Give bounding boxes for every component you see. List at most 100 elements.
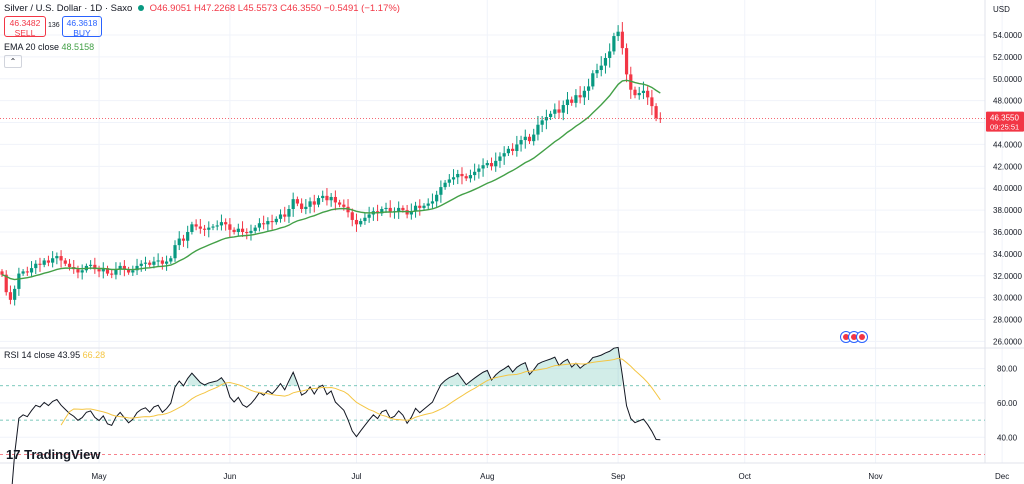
candle-body xyxy=(489,163,494,167)
ema-line xyxy=(1,79,661,281)
candle-body xyxy=(304,206,308,210)
ema-legend[interactable]: EMA 20 close 48.5158 xyxy=(4,42,94,52)
chevron-up-icon: ⌃ xyxy=(9,57,17,66)
price-tick-label: 50.0000 xyxy=(993,75,1022,84)
candle-body xyxy=(114,269,118,275)
candle-body xyxy=(413,205,418,212)
candle-body xyxy=(4,274,8,293)
candle-body xyxy=(160,260,164,264)
candle-body xyxy=(435,194,439,202)
candle-body xyxy=(359,221,363,225)
rsi-value: 43.95 xyxy=(57,350,81,360)
candle-body xyxy=(194,224,198,227)
candle-body xyxy=(316,198,321,205)
candle-body xyxy=(190,224,194,232)
price-tick-label: 32.0000 xyxy=(993,272,1022,281)
candle-body xyxy=(641,90,646,93)
candle-body xyxy=(215,225,219,227)
candle-body xyxy=(549,113,553,118)
candle-body xyxy=(211,226,215,228)
candle-body xyxy=(473,171,477,176)
candle-body xyxy=(338,202,342,205)
candle-body xyxy=(38,263,42,265)
price-tick-label: 30.0000 xyxy=(993,294,1022,303)
collapse-legend-button[interactable]: ⌃ xyxy=(4,55,22,68)
candle-body xyxy=(321,195,325,199)
candle-body xyxy=(51,258,55,263)
rsi-ma-value: 66.28 xyxy=(82,350,106,360)
candle-body xyxy=(249,230,253,234)
time-tick-label: Jul xyxy=(351,472,361,481)
candle-body xyxy=(152,261,156,265)
open-value: O46.9051 xyxy=(149,3,192,14)
spread-value: 136 xyxy=(48,22,60,29)
candle-body xyxy=(456,173,460,178)
candle-body xyxy=(25,271,29,273)
candle-body xyxy=(553,109,557,114)
candle-body xyxy=(494,160,498,167)
rsi-ma-line xyxy=(60,357,661,426)
candle-body xyxy=(363,217,367,222)
logo-text: TradingView xyxy=(24,447,101,462)
symbol-header: Silver / U.S. Dollar · 1D · Saxo O46.905… xyxy=(4,3,400,14)
price-tick-label: 38.0000 xyxy=(993,206,1022,215)
tradingview-logo[interactable]: 17 TradingView xyxy=(6,447,100,462)
candle-body xyxy=(519,140,523,145)
rsi-legend[interactable]: RSI 14 close 43.95 66.28 xyxy=(4,350,105,360)
candle-body xyxy=(127,269,131,273)
buy-button[interactable]: 46.3618 BUY xyxy=(62,16,102,38)
currency-label[interactable]: USD xyxy=(993,5,1010,14)
candle-body xyxy=(485,163,489,166)
candle-body xyxy=(354,219,359,225)
candle-body xyxy=(236,228,240,232)
price-tick-label: 42.0000 xyxy=(993,162,1022,171)
candle-body xyxy=(76,269,80,273)
candle-body xyxy=(650,97,654,107)
candle-body xyxy=(536,124,540,135)
candle-body xyxy=(637,92,641,96)
candle-body xyxy=(439,187,443,195)
flag-icon xyxy=(851,334,857,340)
candle-body xyxy=(202,228,207,230)
candle-body xyxy=(599,65,603,71)
candle-body xyxy=(422,205,426,208)
sell-button[interactable]: 46.3482 SELL xyxy=(4,16,46,38)
candle-body xyxy=(646,90,650,98)
candle-body xyxy=(481,165,485,169)
candle-body xyxy=(80,270,84,273)
candle-body xyxy=(253,227,257,231)
flag-icon xyxy=(843,334,849,340)
candle-body xyxy=(620,31,624,49)
price-tick-label: 52.0000 xyxy=(993,53,1022,62)
candle-body xyxy=(629,74,633,90)
price-tick-label: 44.0000 xyxy=(993,140,1022,149)
flag-icon xyxy=(859,334,865,340)
candle-body xyxy=(29,268,34,273)
candle-body xyxy=(139,263,143,266)
candle-body xyxy=(257,223,262,228)
candle-body xyxy=(8,292,13,300)
candle-body xyxy=(110,273,114,275)
candle-body xyxy=(325,195,329,201)
candle-body xyxy=(426,203,430,206)
candle-body xyxy=(105,268,110,274)
ema-value: 48.5158 xyxy=(61,42,95,52)
symbol-title[interactable]: Silver / U.S. Dollar · 1D · Saxo xyxy=(4,3,133,14)
candle-body xyxy=(143,262,148,264)
rsi-overbought-fill xyxy=(187,347,623,386)
price-tick-label: 26.0000 xyxy=(993,337,1022,346)
candle-body xyxy=(122,265,126,270)
candle-body xyxy=(506,148,510,154)
candle-body xyxy=(624,48,629,75)
candle-body xyxy=(388,207,392,213)
candle-body xyxy=(367,214,371,218)
candle-body xyxy=(574,95,578,103)
candle-body xyxy=(654,106,658,119)
candle-body xyxy=(295,199,299,204)
candle-body xyxy=(608,51,612,58)
indicator-lines xyxy=(0,79,985,484)
candle-body xyxy=(278,214,283,219)
time-tick-label: Jun xyxy=(223,472,236,481)
rsi-tick-label: 80.00 xyxy=(997,365,1018,374)
